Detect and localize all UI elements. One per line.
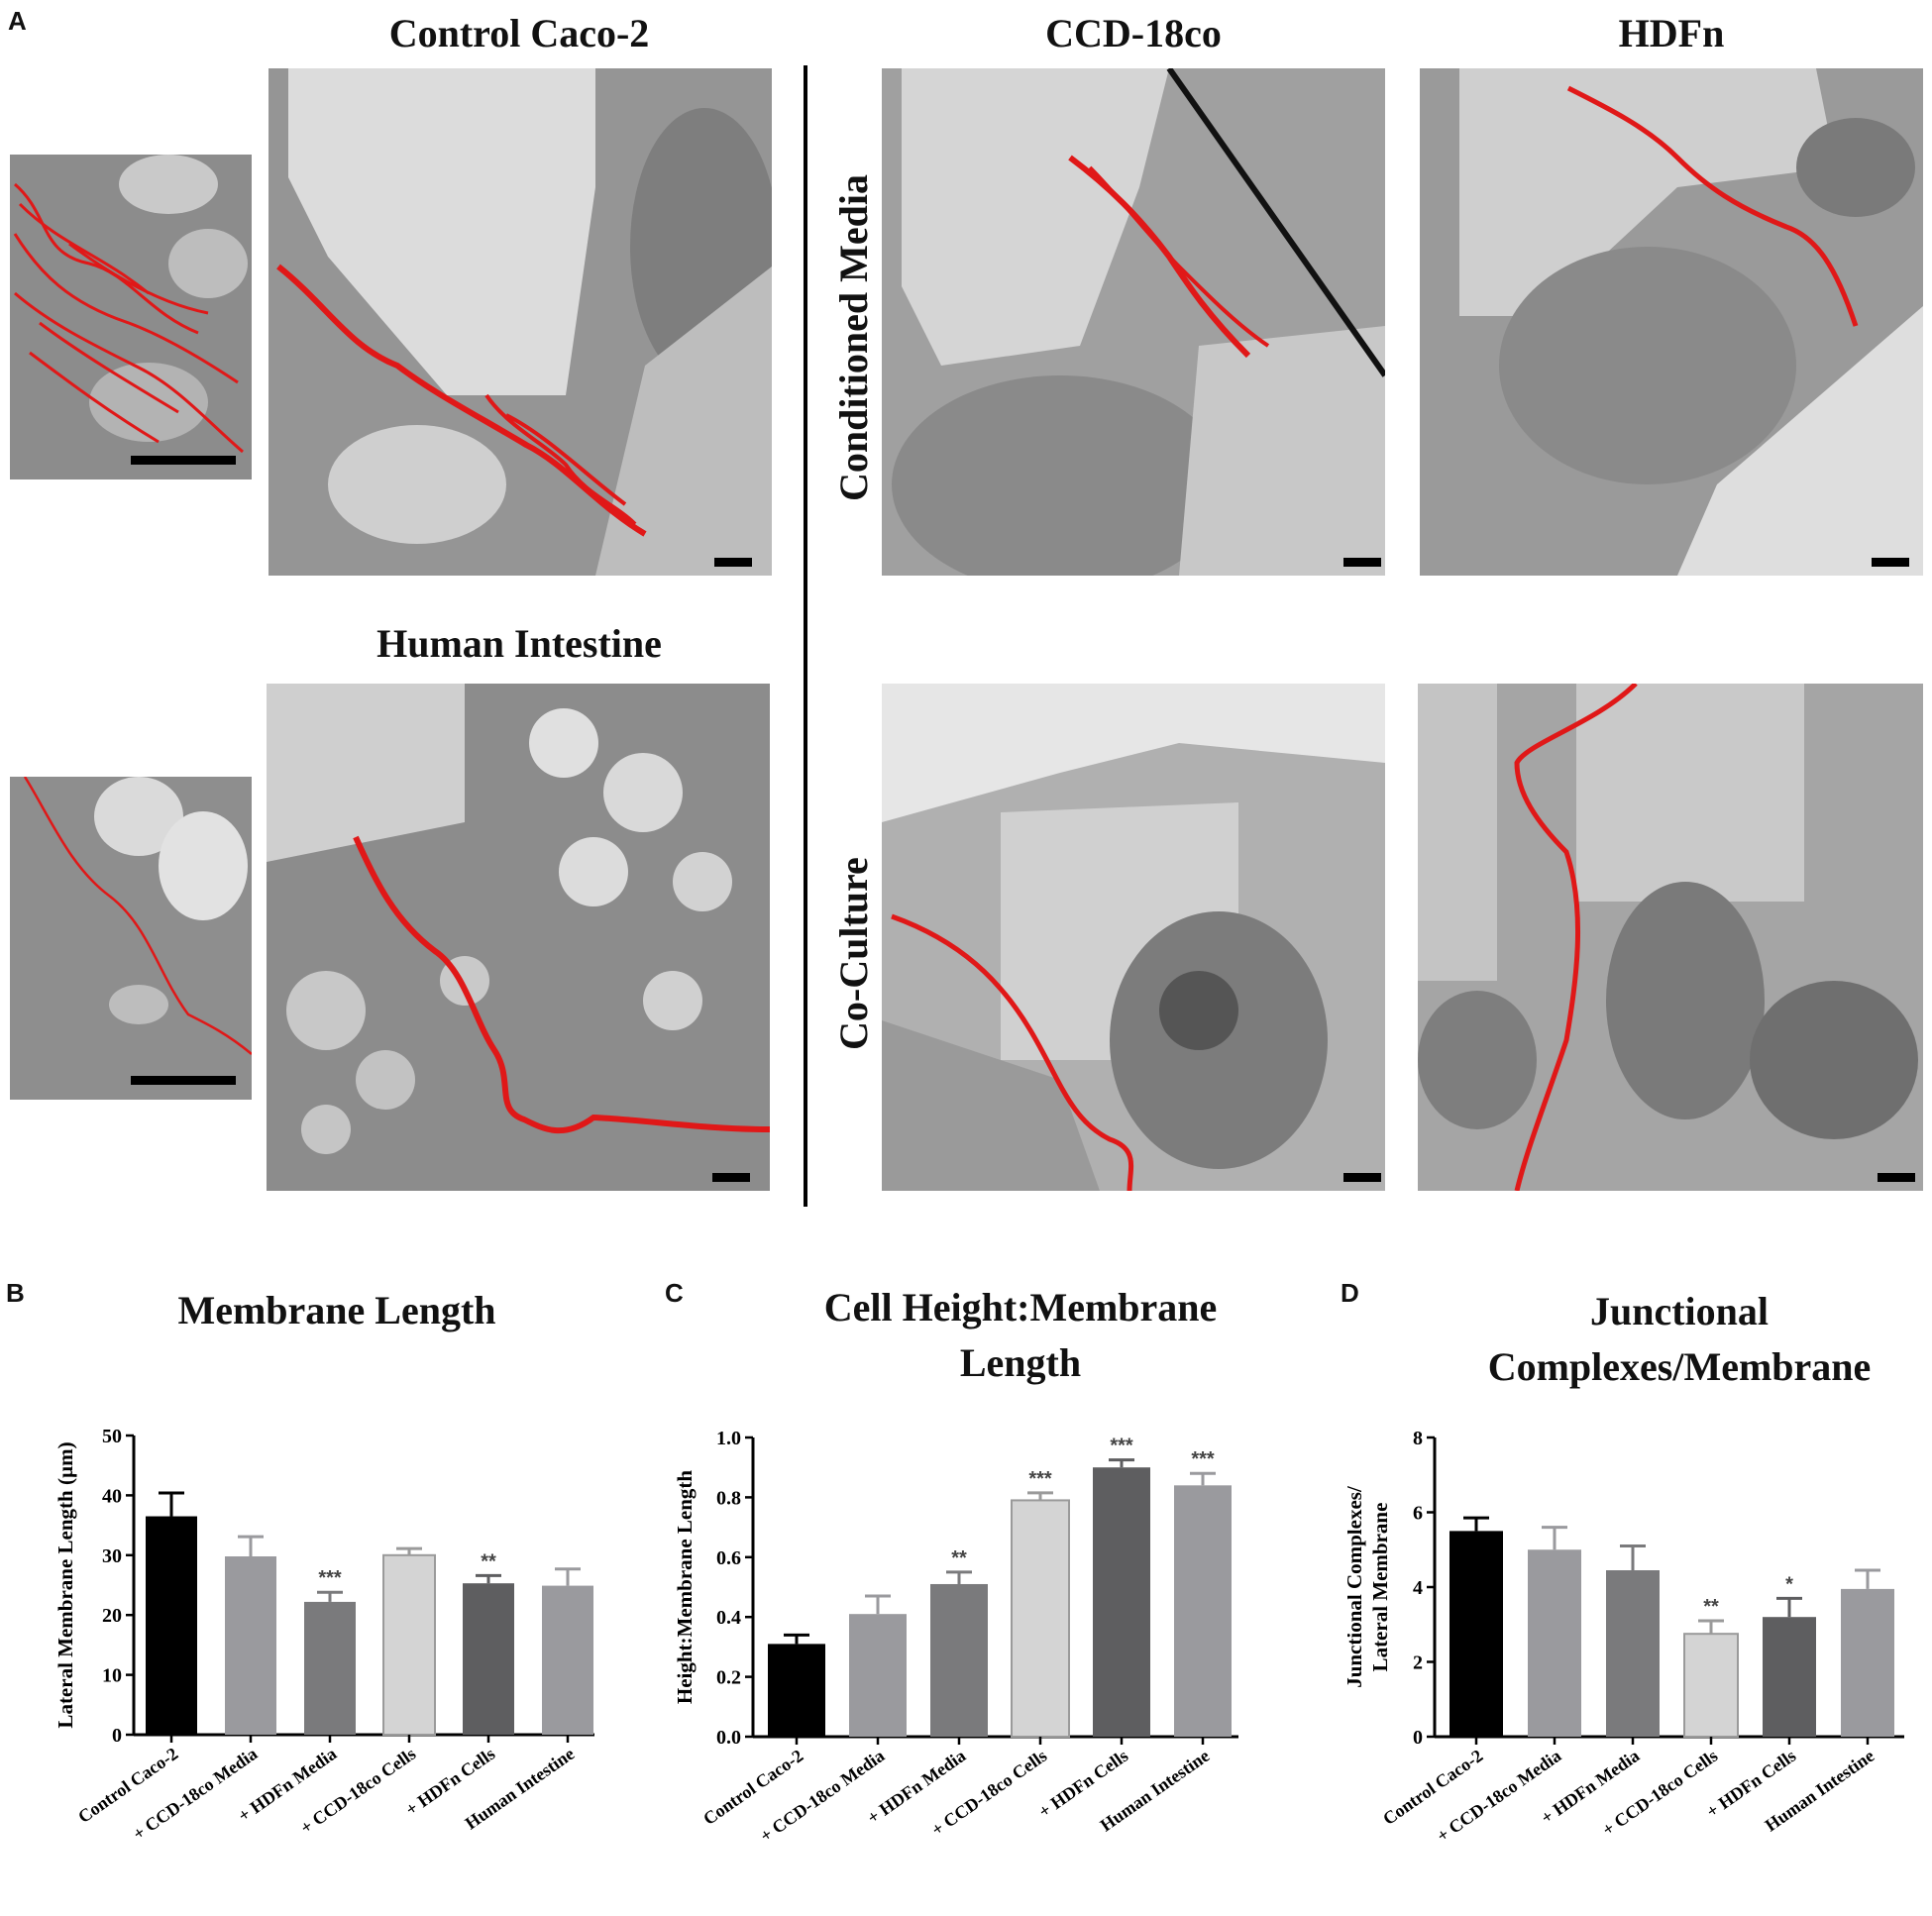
em-ccd18co-conditioned: [882, 68, 1385, 576]
bar: [463, 1583, 514, 1735]
chart-junctional-complexes: Junctional Complexes/Lateral Membrane 0 2 4…: [1347, 1428, 1904, 1846]
scale-bar: [712, 1173, 750, 1182]
y-tick-label: 0.4: [716, 1607, 741, 1629]
y-axis-label: Height:Membrane Length: [673, 1470, 697, 1705]
bar: [849, 1614, 907, 1737]
chart-height-membrane: Height:Membrane Length 0.0 0.2 0.4 0.6 0.8 1.0…: [673, 1428, 1238, 1846]
bar: [542, 1585, 593, 1735]
y-tick-label: 0.6: [716, 1547, 741, 1569]
bar: [1841, 1588, 1894, 1737]
y-tick-label: 0.0: [716, 1727, 741, 1749]
bar: [1011, 1499, 1070, 1738]
em-hdfn-conditioned: [1420, 68, 1923, 576]
bar: [1763, 1617, 1816, 1737]
y-tick-label: 4: [1413, 1577, 1423, 1599]
y-tick-label: 1.0: [716, 1428, 741, 1449]
bar: [304, 1601, 356, 1735]
y-tick-label: 0: [112, 1725, 122, 1747]
panel-label-c: C: [665, 1278, 684, 1308]
significance-label: **: [951, 1547, 967, 1569]
panel-label-a: A: [8, 6, 27, 36]
em-inset-control: [10, 155, 252, 479]
bar: [768, 1644, 825, 1737]
significance-label: *: [1785, 1573, 1793, 1595]
y-tick-label: 40: [102, 1485, 122, 1507]
em-inset-human: [10, 777, 252, 1100]
scale-bar: [1878, 1173, 1915, 1182]
bar: [382, 1553, 436, 1736]
scale-bar: [131, 456, 236, 465]
bar: [1683, 1633, 1739, 1738]
y-tick-label: 6: [1413, 1503, 1423, 1525]
scale-bar: [1343, 558, 1381, 567]
scale-bar: [714, 558, 752, 567]
heading-ccd18co: CCD-18co: [1045, 11, 1222, 55]
bar: [146, 1516, 197, 1735]
scale-bar: [1872, 558, 1909, 567]
em-human-intestine: [267, 684, 770, 1191]
panel-label-d: D: [1341, 1278, 1359, 1308]
significance-label: ***: [1110, 1436, 1133, 1457]
bar: [225, 1556, 276, 1735]
bar: [1449, 1531, 1503, 1737]
vertical-divider: [804, 65, 807, 1207]
heading-hdfn: HDFn: [1618, 11, 1725, 55]
bar: [1606, 1570, 1660, 1737]
chart-d-title: Junctional Complexes/Membrane: [1487, 1289, 1872, 1389]
y-tick-label: 50: [102, 1426, 122, 1447]
chart-c-title: Cell Height:Membrane Length: [823, 1285, 1218, 1385]
y-tick-label: 0: [1413, 1727, 1423, 1749]
y-tick-label: 10: [102, 1665, 122, 1687]
em-ccd18co-coculture: [882, 684, 1385, 1191]
significance-label: ***: [318, 1567, 342, 1589]
y-tick-label: 0.8: [716, 1487, 741, 1509]
em-control-caco2: [268, 68, 772, 576]
heading-human-intestine: Human Intestine: [376, 621, 662, 666]
rowlabel-co-culture: Co-Culture: [831, 857, 876, 1050]
y-tick-label: 30: [102, 1545, 122, 1567]
em-hdfn-coculture: [1418, 684, 1923, 1191]
chart-b-title: Membrane Length: [177, 1288, 496, 1332]
y-tick-label: 0.2: [716, 1667, 741, 1689]
bar: [1093, 1467, 1150, 1737]
chart-membrane-length: Lateral Membrane Length (µm)01020304050C…: [54, 1426, 594, 1844]
scale-bar: [1343, 1173, 1381, 1182]
scale-bar: [131, 1076, 236, 1085]
bar: [1174, 1485, 1232, 1737]
panel-label-b: B: [6, 1278, 25, 1308]
bar: [1528, 1549, 1581, 1737]
significance-label: ***: [1028, 1468, 1052, 1490]
rowlabel-conditioned-media: Conditioned Media: [831, 173, 876, 501]
significance-label: ***: [1191, 1448, 1215, 1470]
bar: [930, 1583, 988, 1737]
y-tick-label: 2: [1413, 1652, 1423, 1674]
significance-label: **: [481, 1550, 496, 1572]
y-axis-label: Junctional Complexes/Lateral Membrane: [1347, 1485, 1392, 1688]
y-tick-label: 8: [1413, 1428, 1423, 1449]
significance-label: **: [1703, 1596, 1719, 1618]
y-axis-label: Lateral Membrane Length (µm): [54, 1441, 77, 1728]
heading-control-caco2: Control Caco-2: [388, 11, 650, 55]
y-tick-label: 20: [102, 1605, 122, 1627]
